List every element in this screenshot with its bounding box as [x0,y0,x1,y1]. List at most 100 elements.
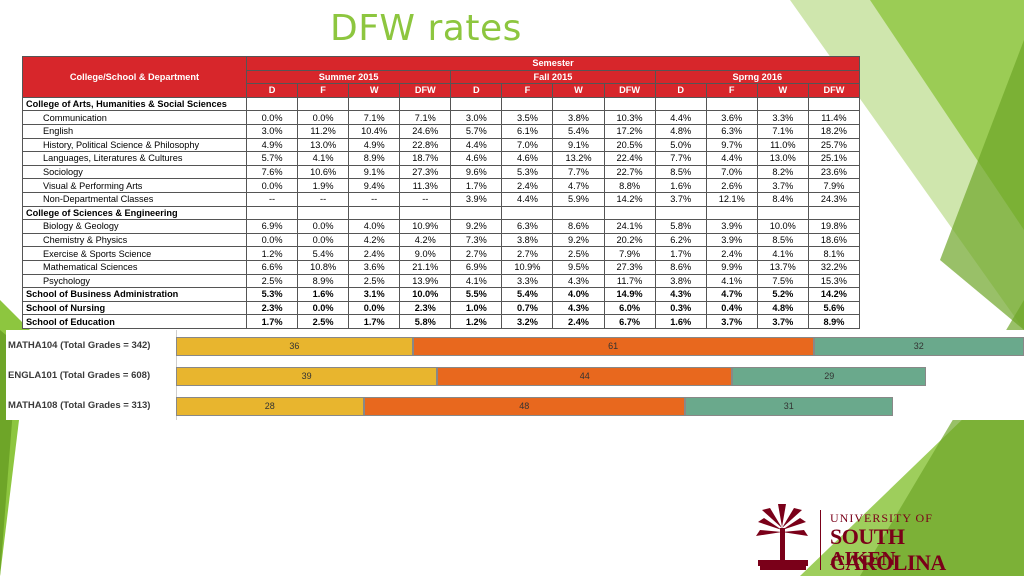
table-cell: 8.9% [297,273,350,289]
table-cell: 2.5% [348,273,401,289]
bar-segment: 61 [412,337,814,356]
table-cell: 2.6% [705,178,758,193]
table-cell [807,96,861,112]
table-cell: 3.3% [501,273,554,289]
table-cell: 9.1% [348,164,401,180]
table-cell: 2.4% [705,246,758,261]
table-cell: 7.0% [501,137,554,153]
bar-segment: 36 [176,337,413,356]
table-cell: 13.0% [756,151,809,166]
table-cell: 2.7% [450,246,503,261]
row-label: College of Arts, Humanities & Social Sci… [22,96,247,112]
table-cell [297,205,350,221]
school-row: School of Nursing 2.3% 0.0% 0.0% 2.3% 1.0% 0.7… [22,300,861,316]
table-cell: 1.6% [297,287,350,302]
table-cell: 0.0% [297,300,350,316]
table-cell: 10.6% [297,164,350,180]
table-cell: 8.5% [654,164,707,180]
logo-line-south-carolina: SOUTH CAROLINA [830,524,946,575]
table-cell: 25.7% [807,137,861,153]
row-label: College of Sciences & Engineering [22,205,247,221]
table-cell: 2.7% [501,246,554,261]
table-cell: 7.7% [552,164,605,180]
table-cell: 1.0% [450,300,503,316]
table-cell: 4.4% [501,191,554,207]
table-cell: 11.7% [603,273,656,289]
table-cell: 5.9% [552,191,605,207]
table-cell: 9.7% [705,137,758,153]
table-cell: 7.9% [807,178,861,193]
table-cell: 7.9% [603,246,656,261]
bar-category-label: ENGLA101 (Total Grades = 608) [8,370,151,381]
table-cell: 4.0% [552,287,605,302]
table-cell: 20.5% [603,137,656,153]
table-cell: 13.9% [399,273,452,289]
col-header-w: W [756,83,809,98]
table-cell: 14.2% [807,287,861,302]
table-cell: 22.4% [603,151,656,166]
table-cell: 4.2% [348,232,401,248]
table-cell: -- [399,191,452,207]
table-cell: 5.7% [245,151,299,166]
table-cell: 7.1% [348,110,401,125]
table-cell: 11.2% [297,123,350,139]
col-header-dfw: DFW [399,83,452,98]
col-header-w: W [552,83,605,98]
table-cell [705,96,758,112]
table-cell: 3.2% [501,314,554,329]
table-cell: 5.2% [756,287,809,302]
bar-segment: 39 [176,367,438,386]
school-row: School of Business Administration 5.3% 1.6… [22,287,861,302]
table-cell: 5.4% [501,287,554,302]
table-body: College of Arts, Humanities & Social Sci… [22,96,861,329]
dfw-table: College/School & Department Semester Sum… [22,56,861,329]
table-cell: 1.2% [450,314,503,329]
table-cell: 3.7% [705,314,758,329]
table-cell: 7.0% [705,164,758,180]
table-cell: 1.2% [245,246,299,261]
table-cell: 5.0% [654,137,707,153]
table-cell: 5.4% [297,246,350,261]
bar-segment: 29 [732,367,927,386]
table-cell: 8.5% [756,232,809,248]
table-cell: 5.8% [654,219,707,234]
table-cell: 13.2% [552,151,605,166]
table-cell: 1.7% [245,314,299,329]
logo-line-aiken: AIKEN [830,548,896,570]
table-cell [501,205,554,221]
table-cell: 4.0% [348,219,401,234]
table-cell: 24.1% [603,219,656,234]
dfw-rates-table: College/School & Department Semester Sum… [22,56,861,329]
col-header-f: F [501,83,554,98]
table-cell: 1.7% [348,314,401,329]
table-cell: 6.9% [450,259,503,275]
row-label: Exercise & Sports Science [22,246,247,261]
table-cell: 8.6% [654,259,707,275]
grade-distribution-chart: MATHA104 (Total Grades = 342) 36 61 32 ENGLA… [6,330,1024,420]
table-cell: 3.6% [348,259,401,275]
table-cell: 3.1% [348,287,401,302]
table-cell: 5.3% [245,287,299,302]
table-cell: 9.9% [705,259,758,275]
table-cell: 3.0% [450,110,503,125]
table-cell [552,96,605,112]
row-label: Chemistry & Physics [22,232,247,248]
table-cell: 5.8% [399,314,452,329]
table-cell: 3.9% [450,191,503,207]
table-cell: 5.7% [450,123,503,139]
table-cell: 8.4% [756,191,809,207]
row-label: School of Nursing [22,300,247,316]
col-header-dfw: DFW [603,83,656,98]
bar-segment: 32 [813,337,1024,356]
table-cell: 6.2% [654,232,707,248]
row-label: Visual & Performing Arts [22,178,247,193]
table-cell: 4.2% [399,232,452,248]
table-cell: 6.7% [603,314,656,329]
table-cell [756,96,809,112]
bar-segment: 31 [684,397,893,416]
table-cell: 7.3% [450,232,503,248]
palmetto-tree-icon [756,504,808,570]
table-cell: 9.6% [450,164,503,180]
table-cell: 14.9% [603,287,656,302]
table-cell: -- [348,191,401,207]
